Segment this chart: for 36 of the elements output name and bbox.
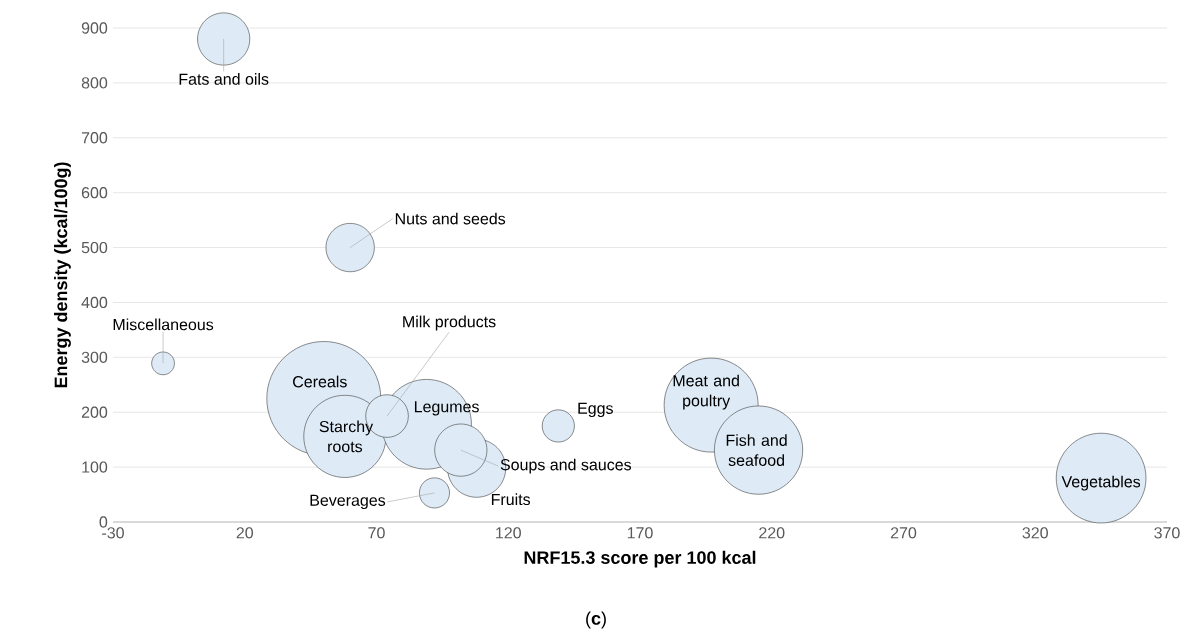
annotation: Fruits <box>491 493 531 506</box>
annotation: Soups and sauces <box>500 458 632 474</box>
x-tick-label: 120 <box>496 527 521 539</box>
annotation: Meat and poultry <box>673 374 739 410</box>
y-tick-label: 400 <box>81 296 108 309</box>
y-tick-label: 900 <box>81 22 108 34</box>
annotation: Cereals <box>293 375 347 388</box>
x-axis-title: NRF15.3 score per 100 kcal <box>524 550 756 568</box>
annotation: Fats and oils <box>179 73 269 85</box>
x-tick-label: 20 <box>236 527 254 539</box>
x-tick-label: 220 <box>759 527 785 539</box>
y-tick-label: 300 <box>81 351 108 363</box>
annotation: Miscellaneous <box>113 318 214 331</box>
y-tick-label: 700 <box>81 132 108 144</box>
annotation: Milk products <box>403 315 496 331</box>
annotation: Legumes <box>414 401 479 416</box>
annotation: Vegetables <box>1061 475 1141 491</box>
x-tick-label: 370 <box>1154 527 1180 539</box>
x-tick-label: -30 <box>102 527 124 539</box>
y-tick-label: 500 <box>81 241 108 254</box>
y-axis-title: Energy density (kcal/100g) <box>54 162 71 388</box>
y-tick-label: 600 <box>81 187 108 199</box>
annotation: Eggs <box>578 402 613 418</box>
x-tick-label: 270 <box>890 527 917 539</box>
y-tick-label: 0 <box>99 516 108 528</box>
annotation: Starchy roots <box>319 420 374 453</box>
x-tick-label: 70 <box>368 527 385 539</box>
y-tick-label: 800 <box>81 77 108 89</box>
y-tick-label: 200 <box>81 406 108 418</box>
annotation: Fish and seafood <box>726 434 787 466</box>
x-tick-label: 320 <box>1022 527 1048 539</box>
x-tick-label: 170 <box>627 527 653 539</box>
annotation: Nuts and seeds <box>395 212 506 225</box>
y-tick-label: 100 <box>82 461 108 473</box>
annotation: Beverages <box>310 494 386 510</box>
text: (c) <box>586 611 606 629</box>
